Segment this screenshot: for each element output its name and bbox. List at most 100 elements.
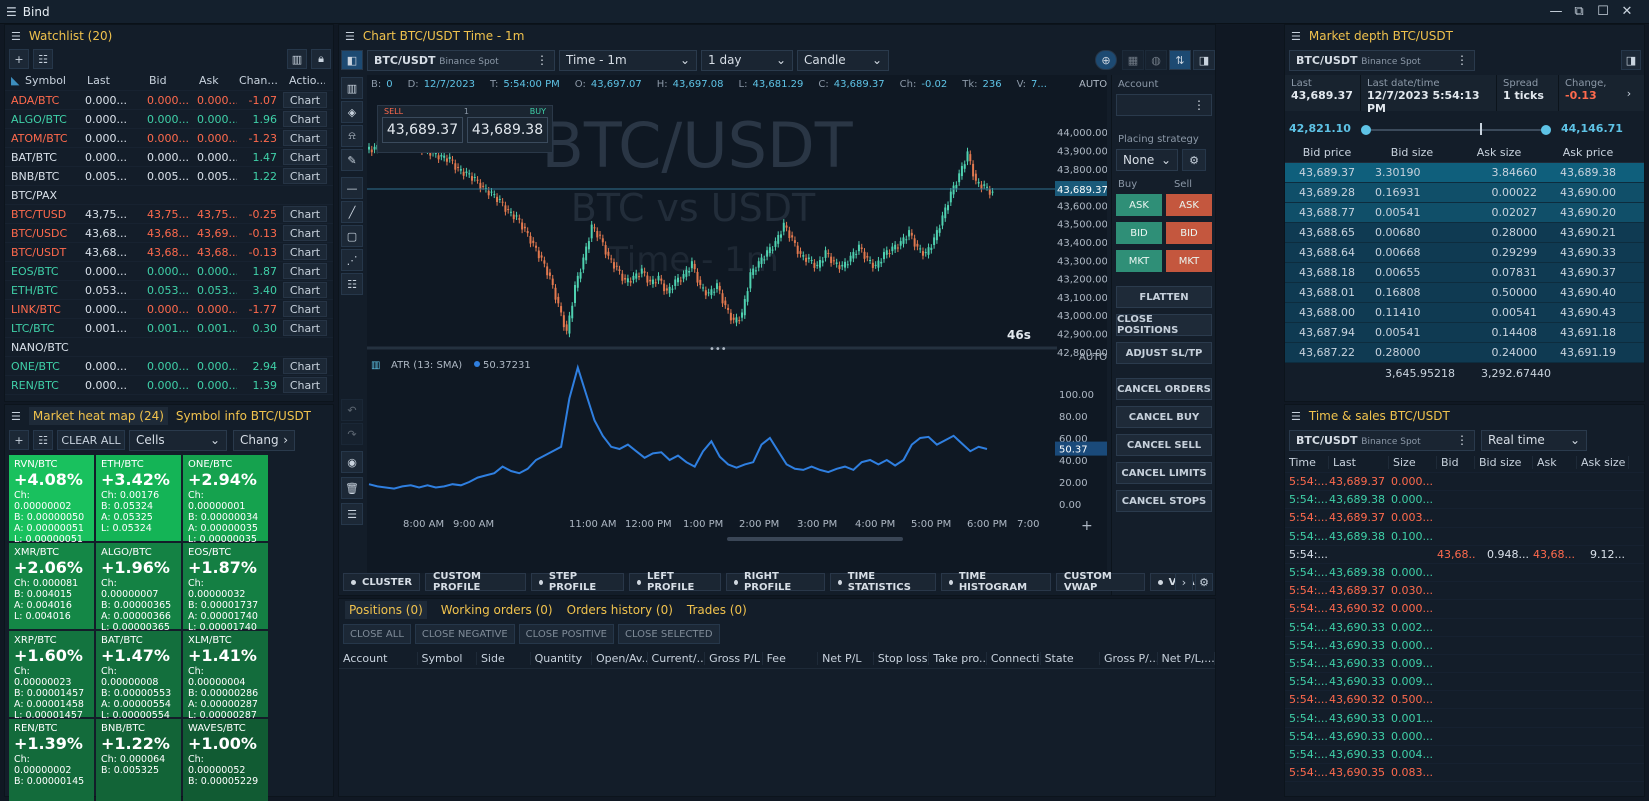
study-tab[interactable]: STEP PROFILE: [530, 571, 624, 593]
table-row[interactable]: BNB/BTC 0.005... 0.005... 0.005... 1.22 Chart: [5, 167, 333, 186]
table-row[interactable]: ETH/BTC 0.053... 0.053... 0.053... 3.40 Chart: [5, 281, 333, 300]
slider-handle-high[interactable]: [1541, 125, 1551, 135]
chart-settings-icon[interactable]: ▥: [287, 49, 307, 69]
table-row[interactable]: BTC/USDC 43,68... 43,68... 43,69... -0.13 Cha…: [5, 224, 333, 243]
depth-symbol-select[interactable]: BTC/USDT Binance Spot ⋮: [1289, 49, 1475, 71]
chart-symbol-select[interactable]: BTC/USDT Binance Spot ⋮: [367, 49, 555, 71]
positions-tab[interactable]: Orders history (0): [566, 603, 673, 617]
chart-button[interactable]: Chart: [283, 358, 327, 374]
action-button-flatten[interactable]: FLATTEN: [1116, 286, 1212, 308]
add-symbol-icon[interactable]: +: [9, 49, 29, 69]
study-tab[interactable]: CUSTOM PROFILE: [425, 571, 526, 593]
positions-tab[interactable]: Positions (0): [345, 601, 427, 619]
depth-row[interactable]: 43,688.00 0.11410 0.00541 43,690.43: [1285, 303, 1644, 323]
buy-market-button[interactable]: MKT: [1116, 250, 1162, 272]
buy-bid-button[interactable]: BID: [1116, 222, 1162, 244]
positions-column[interactable]: Side: [477, 652, 531, 665]
heatmap-tile[interactable]: ETH/BTC +3.42% Ch: 0.00176 B: 0.05324 A: 0.0…: [96, 455, 181, 541]
heatmap-tile[interactable]: XRP/BTC +1.60% Ch: 0.00000023 B: 0.00001457…: [9, 631, 94, 721]
cells-select[interactable]: Cells ⌄: [129, 429, 227, 451]
trash-icon[interactable]: 🗑︎: [341, 477, 363, 499]
depth-row[interactable]: 43,688.18 0.00655 0.07831 43,690.37: [1285, 263, 1644, 283]
quick-qty[interactable]: 1: [463, 107, 469, 116]
depth-row[interactable]: 43,688.01 0.16808 0.50000 43,690.40: [1285, 283, 1644, 303]
positions-button[interactable]: CLOSE POSITIVE: [518, 624, 614, 644]
table-row[interactable]: NANO/BTC: [5, 338, 333, 357]
table-row[interactable]: BAT/BTC 0.000... 0.000... 0.000... 1.47 Chart: [5, 148, 333, 167]
close-window-icon[interactable]: ✕: [1621, 4, 1633, 19]
panel-menu-icon[interactable]: ☰: [1291, 409, 1301, 423]
positions-column[interactable]: Account: [339, 652, 418, 665]
positions-column[interactable]: Take pro...: [929, 652, 987, 665]
redo-icon[interactable]: ↷: [341, 423, 363, 445]
chart-scrollbar[interactable]: [727, 537, 903, 541]
ts-symbol-select[interactable]: BTC/USDT Binance Spot ⋮: [1289, 429, 1475, 451]
ts-mode-select[interactable]: Real time ⌄: [1481, 429, 1587, 451]
more-studies-icon[interactable]: ›: [1175, 573, 1193, 591]
depth-row[interactable]: 43,689.37 3.30190 3.84660 43,689.38: [1285, 163, 1644, 183]
table-row[interactable]: LTC/BTC 0.001... 0.001... 0.001... 0.30 Chart: [5, 319, 333, 338]
col-ask[interactable]: Ask: [199, 74, 219, 87]
chart-button[interactable]: Chart: [283, 206, 327, 222]
minimize-window-icon[interactable]: —: [1549, 4, 1563, 19]
ts-column[interactable]: Bid size: [1475, 456, 1533, 469]
positions-column[interactable]: Fee: [763, 652, 819, 665]
clear-all-button[interactable]: CLEAR ALL: [57, 430, 125, 450]
study-tab[interactable]: TIME STATISTICS: [829, 571, 936, 593]
sync-icon[interactable]: ⊕: [1095, 50, 1117, 70]
rectangle-icon[interactable]: ▢: [341, 225, 363, 247]
chart-style-select[interactable]: Candle ⌄: [797, 49, 889, 71]
chart-button[interactable]: Chart: [283, 92, 327, 108]
col-last[interactable]: Last: [87, 74, 110, 87]
col-bid[interactable]: Bid: [149, 74, 167, 87]
quick-sell-button[interactable]: 43,689.37: [382, 117, 463, 143]
sort-icon[interactable]: ◣: [11, 74, 20, 87]
atr-label[interactable]: ATR (13: SMA): [391, 360, 462, 371]
table-row[interactable]: EOS/BTC 0.000... 0.000... 0.000... 1.87 Chart: [5, 262, 333, 281]
ts-column[interactable]: Bid: [1437, 456, 1475, 469]
chevron-right-icon[interactable]: ›: [1626, 86, 1632, 100]
positions-column[interactable]: Net P/L: [818, 652, 874, 665]
list-view-icon[interactable]: ☷: [33, 430, 53, 450]
table-row[interactable]: ADA/BTC 0.000... 0.000... 0.000... -1.07 Char…: [5, 91, 333, 110]
trade-icon[interactable]: ⇅: [1169, 50, 1191, 70]
change-select[interactable]: Chang ›: [233, 429, 295, 451]
depth-row[interactable]: 43,687.94 0.00541 0.14408 43,691.18: [1285, 323, 1644, 343]
quick-buy-button[interactable]: 43,689.38: [467, 117, 548, 143]
table-row[interactable]: LINK/BTC 0.000... 0.000... 0.000... -1.77 Cha…: [5, 300, 333, 319]
action-button-adjust-sl-tp[interactable]: ADJUST SL/TP: [1116, 342, 1212, 364]
action-button-close-positions[interactable]: CLOSE POSITIONS: [1116, 314, 1212, 336]
action-button-cancel-stops[interactable]: CANCEL STOPS: [1116, 490, 1212, 512]
restore-window-icon[interactable]: ⧉: [1574, 4, 1584, 19]
mouse-icon[interactable]: ◍: [1145, 50, 1167, 70]
panel-menu-icon[interactable]: ☰: [1291, 29, 1301, 43]
studies-settings-icon[interactable]: ⚙: [1195, 573, 1213, 591]
heatmap-tile[interactable]: BNB/BTC +1.22% Ch: 0.000064 B: 0.005325: [96, 719, 181, 801]
col-change[interactable]: Chan...: [239, 74, 278, 87]
col-action[interactable]: Actio...: [289, 74, 325, 87]
study-tab[interactable]: CUSTOM VWAP: [1055, 571, 1145, 593]
layers-icon[interactable]: ◈: [341, 101, 363, 123]
action-button-cancel-sell[interactable]: CANCEL SELL: [1116, 434, 1212, 456]
price-auto-label[interactable]: AUTO: [1079, 79, 1107, 90]
chart-button[interactable]: Chart: [283, 301, 327, 317]
crosshair-icon[interactable]: +: [1081, 518, 1093, 534]
buy-ask-button[interactable]: ASK: [1116, 194, 1162, 216]
sell-bid-button[interactable]: BID: [1166, 222, 1212, 244]
chart-button[interactable]: Chart: [283, 225, 327, 241]
sell-market-button[interactable]: MKT: [1166, 250, 1212, 272]
heatmap-tile[interactable]: XLM/BTC +1.41% Ch: 0.00000004 B: 0.00000286…: [183, 631, 268, 721]
pencil-icon[interactable]: ✎: [341, 149, 363, 171]
positions-tab[interactable]: Working orders (0): [440, 603, 553, 617]
positions-button[interactable]: CLOSE NEGATIVE: [414, 624, 515, 644]
sell-ask-button[interactable]: ASK: [1166, 194, 1212, 216]
tab-heatmap[interactable]: Market heat map (24): [28, 407, 168, 425]
action-button-cancel-limits[interactable]: CANCEL LIMITS: [1116, 462, 1212, 484]
strategy-settings-icon[interactable]: ⚙: [1182, 149, 1206, 171]
slider-handle-low[interactable]: [1361, 125, 1371, 135]
object-list-icon[interactable]: ☰: [341, 503, 363, 525]
table-row[interactable]: BTC/PAX: [5, 186, 333, 205]
pane-resize-handle-icon[interactable]: •••: [709, 344, 727, 355]
list-view-icon[interactable]: ☷: [33, 49, 53, 69]
chart-button[interactable]: Chart: [283, 130, 327, 146]
